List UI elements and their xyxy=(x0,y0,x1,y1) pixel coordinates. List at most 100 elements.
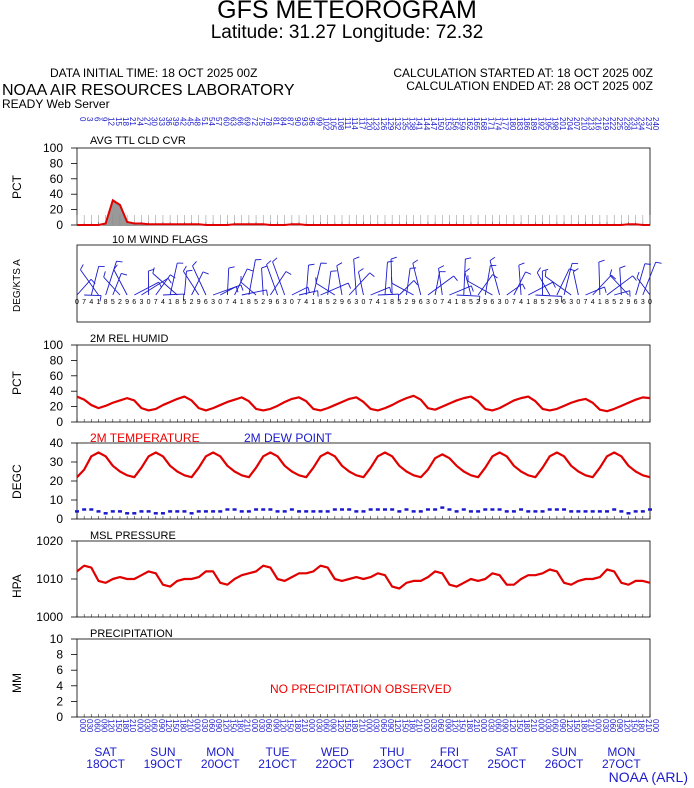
wind-barb xyxy=(412,263,422,296)
wind-barb xyxy=(406,268,411,296)
wind-barb-flag xyxy=(536,267,541,273)
wind-barb xyxy=(103,276,121,296)
wind-barb xyxy=(240,281,257,296)
forecast-hour-label: 168 xyxy=(479,117,488,131)
cloud-ytick-label: 20 xyxy=(50,203,64,217)
wind-barb xyxy=(585,286,605,296)
forecast-hour-label: 234 xyxy=(637,117,646,131)
wind-barb xyxy=(312,263,322,296)
wind-speed-label: 8 xyxy=(175,299,179,306)
forecast-hour-label: 39 xyxy=(171,117,180,126)
cloud-cover-line xyxy=(77,198,650,226)
no-precip-message: NO PRECIPITATION OBSERVED xyxy=(270,682,452,696)
wind-barb xyxy=(191,271,204,296)
utc-hour-label: 210 xyxy=(644,719,653,733)
date-label: 24OCT xyxy=(430,757,469,771)
forecast-hour-label: 174 xyxy=(493,117,502,131)
calc-ended: CALCULATION ENDED AT: 28 OCT 2025 00Z xyxy=(406,79,653,93)
wind-barb xyxy=(241,289,267,296)
wind-barb xyxy=(545,276,572,296)
wind-speed-label: 3 xyxy=(139,299,143,306)
utc-hour-label: 000 xyxy=(78,719,87,733)
wind-barb-flag xyxy=(552,281,556,288)
utc-hour-label: 210 xyxy=(243,719,252,733)
wind-barb-flag xyxy=(192,261,197,267)
cloud-panel-label: AVG TTL CLD CVR xyxy=(90,135,186,147)
wind-speed-label: 3 xyxy=(283,299,287,306)
wind-speed-label: 7 xyxy=(440,299,444,306)
wind-speed-label: 3 xyxy=(498,299,502,306)
wind-barb-flag xyxy=(116,260,123,263)
utc-hour-label: 060 xyxy=(551,719,560,733)
wind-speed-label: 4 xyxy=(233,299,237,306)
wind-speed-label: 9 xyxy=(268,299,272,306)
forecast-hour-label: 60 xyxy=(221,117,230,126)
day-of-week-label: WED xyxy=(321,745,349,759)
wind-speed-label: 1 xyxy=(455,299,459,306)
wind-barb xyxy=(636,277,651,296)
utc-hour-label: 150 xyxy=(228,719,237,733)
utc-hour-label: 150 xyxy=(343,719,352,733)
forecast-hour-label: 9 xyxy=(99,117,108,122)
wind-speed-label: 4 xyxy=(591,299,595,306)
wind-barb xyxy=(248,259,256,296)
wind-barb-flag xyxy=(261,265,268,269)
forecast-hour-label: 231 xyxy=(630,117,639,131)
wind-barb xyxy=(112,273,122,296)
wind-speed-label: 2 xyxy=(118,299,122,306)
wind-barb-flag xyxy=(465,257,472,260)
utc-hour-label: 090 xyxy=(214,719,223,733)
wind-speed-label: 1 xyxy=(96,299,100,306)
forecast-hour-label: 114 xyxy=(350,117,359,130)
wind-speed-label: 7 xyxy=(584,299,588,306)
pressure-line xyxy=(76,564,651,590)
utc-hour-label: 030 xyxy=(429,719,438,733)
forecast-hour-label: 21 xyxy=(128,117,137,126)
wind-speed-label: 0 xyxy=(362,299,366,306)
wind-speed-label: 4 xyxy=(519,299,523,306)
temp-ytick-label: 30 xyxy=(50,455,64,469)
wind-barb-flag xyxy=(103,271,106,278)
wind-speed-label: 2 xyxy=(404,299,408,306)
wind-barb-flag xyxy=(247,268,253,272)
utc-hour-label: 000 xyxy=(250,719,259,733)
wind-barb-flag xyxy=(438,265,445,269)
day-of-week-label: SAT xyxy=(496,745,519,759)
wind-barb xyxy=(377,293,399,296)
page-title: GFS METEOROGRAM xyxy=(217,0,477,24)
utc-hour-label: 000 xyxy=(365,719,374,733)
wind-barb-flag xyxy=(453,275,458,281)
forecast-hour-label: 240 xyxy=(651,117,660,131)
wind-speed-label: 8 xyxy=(247,299,251,306)
utc-hour-label: 090 xyxy=(99,719,108,733)
forecast-hour-label: 222 xyxy=(608,117,617,131)
day-of-week-label: MON xyxy=(607,745,635,759)
forecast-hour-label: 207 xyxy=(572,117,581,131)
utc-hour-label: 120 xyxy=(279,719,288,733)
forecast-hour-label: 54 xyxy=(207,117,216,126)
wind-speed-label: 3 xyxy=(426,299,430,306)
wind-barb-flag xyxy=(544,270,547,277)
wind-speed-label: 6 xyxy=(204,299,208,306)
utc-hour-label: 120 xyxy=(622,719,631,733)
wind-speed-label: 6 xyxy=(490,299,494,306)
utc-hour-label: 180 xyxy=(637,719,646,733)
wind-barb xyxy=(90,266,100,296)
wind-barb-flag xyxy=(202,271,209,275)
wind-barb-flag xyxy=(266,260,272,265)
utc-hour-label: 090 xyxy=(329,719,338,733)
utc-hour-label: 180 xyxy=(522,719,531,733)
forecast-hour-label: 117 xyxy=(357,117,366,130)
wind-speed-label: 8 xyxy=(390,299,394,306)
wind-speed-label: 1 xyxy=(240,299,244,306)
date-label: 26OCT xyxy=(545,757,584,771)
forecast-hour-label: 216 xyxy=(594,117,603,131)
wind-speed-label: 7 xyxy=(82,299,86,306)
forecast-hour-label: 201 xyxy=(558,117,567,131)
utc-hour-label: 000 xyxy=(651,719,660,733)
wind-barb-flag xyxy=(148,268,155,272)
wind-speed-label: 1 xyxy=(526,299,530,306)
forecast-hour-label: 78 xyxy=(264,117,273,126)
forecast-hour-label: 150 xyxy=(436,117,445,131)
utc-hour-label: 030 xyxy=(314,719,323,733)
